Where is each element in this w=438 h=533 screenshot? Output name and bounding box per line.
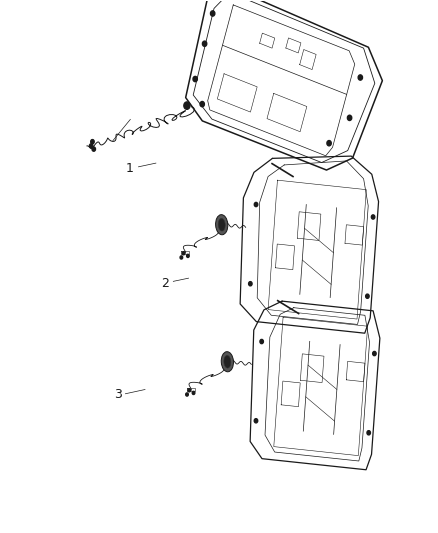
Circle shape xyxy=(193,76,198,82)
Ellipse shape xyxy=(221,352,233,372)
Circle shape xyxy=(327,141,331,146)
Circle shape xyxy=(187,254,189,257)
Circle shape xyxy=(89,144,93,148)
Circle shape xyxy=(202,41,207,46)
Circle shape xyxy=(254,418,258,423)
Circle shape xyxy=(182,252,185,255)
Circle shape xyxy=(249,281,252,286)
Circle shape xyxy=(358,75,363,80)
Circle shape xyxy=(200,101,205,107)
Ellipse shape xyxy=(218,219,225,231)
Circle shape xyxy=(91,140,94,144)
Circle shape xyxy=(371,215,375,219)
Circle shape xyxy=(260,340,263,344)
Circle shape xyxy=(92,147,95,151)
Circle shape xyxy=(373,351,376,356)
Ellipse shape xyxy=(224,356,231,368)
Circle shape xyxy=(184,102,190,109)
Circle shape xyxy=(192,391,195,394)
Circle shape xyxy=(188,389,191,392)
Circle shape xyxy=(186,393,188,396)
Circle shape xyxy=(347,115,352,120)
Circle shape xyxy=(180,256,183,259)
Text: 1: 1 xyxy=(126,162,134,175)
Circle shape xyxy=(367,431,371,435)
Circle shape xyxy=(211,11,215,16)
Text: 3: 3 xyxy=(114,389,122,401)
Ellipse shape xyxy=(215,215,228,235)
Circle shape xyxy=(366,294,369,298)
Text: 2: 2 xyxy=(161,277,169,290)
Circle shape xyxy=(254,203,258,207)
